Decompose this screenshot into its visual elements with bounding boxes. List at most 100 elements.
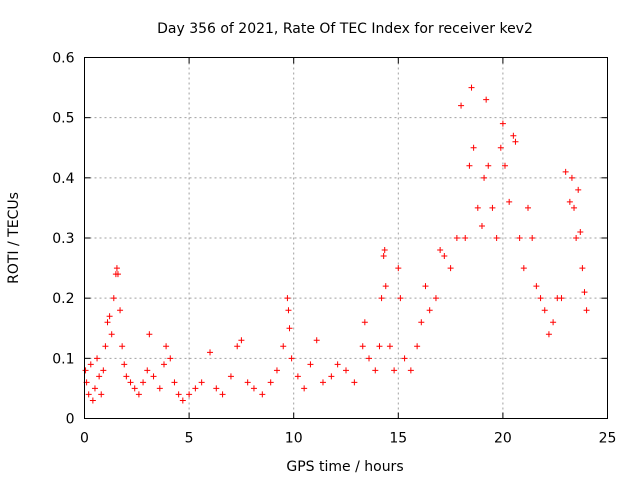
- data-point: [108, 331, 115, 338]
- y-tick-label: 0.3: [52, 231, 74, 247]
- data-point: [458, 102, 465, 109]
- data-point: [213, 385, 220, 392]
- data-point: [301, 385, 308, 392]
- data-points: [82, 84, 590, 404]
- data-point: [286, 325, 293, 332]
- data-point: [160, 361, 167, 368]
- data-point: [418, 319, 425, 326]
- x-tick-label: 10: [285, 431, 303, 447]
- data-point: [89, 397, 96, 404]
- y-tick-label: 0.4: [52, 171, 74, 187]
- data-point: [414, 343, 421, 350]
- data-point: [163, 343, 170, 350]
- data-point: [568, 174, 575, 181]
- data-point: [267, 379, 274, 386]
- data-point: [366, 355, 373, 362]
- data-point: [462, 235, 469, 241]
- data-point: [361, 319, 368, 326]
- data-point: [391, 367, 398, 374]
- data-point: [198, 379, 205, 386]
- data-point: [497, 144, 504, 151]
- y-axis-label: ROTI / TECUs: [6, 192, 22, 284]
- y-tick-label: 0: [66, 412, 75, 428]
- data-point: [319, 379, 326, 386]
- data-point: [343, 367, 349, 374]
- axis-ticks: 0 5 10 15 20 25 0 0.1 0.2 0.3 0.4 0.5 0.6: [52, 51, 616, 447]
- data-point: [397, 295, 404, 302]
- data-point: [529, 235, 536, 241]
- data-point: [94, 355, 101, 362]
- data-point: [512, 138, 519, 145]
- x-tick-label: 5: [185, 431, 194, 447]
- data-point: [144, 367, 151, 374]
- data-point: [123, 373, 130, 380]
- data-point: [313, 337, 320, 344]
- data-point: [121, 361, 128, 368]
- data-point: [401, 355, 408, 362]
- data-point: [516, 235, 523, 241]
- data-point: [579, 265, 586, 272]
- data-point: [207, 349, 214, 356]
- data-point: [481, 174, 488, 181]
- data-point: [510, 132, 517, 139]
- data-point: [525, 204, 532, 211]
- data-point: [294, 373, 301, 380]
- data-point: [506, 198, 513, 205]
- data-point: [140, 379, 147, 386]
- data-point: [284, 295, 291, 302]
- data-point: [441, 253, 448, 260]
- data-point: [550, 319, 557, 326]
- data-point: [104, 319, 111, 326]
- data-point: [478, 222, 485, 229]
- data-point: [98, 391, 105, 398]
- data-point: [100, 367, 107, 374]
- data-point: [545, 331, 552, 338]
- data-point: [280, 343, 287, 350]
- data-point: [117, 307, 124, 314]
- data-point: [186, 391, 193, 398]
- data-point: [307, 361, 314, 368]
- data-point: [334, 361, 341, 368]
- data-point: [234, 343, 241, 350]
- data-point: [288, 355, 295, 362]
- data-point: [167, 355, 174, 362]
- data-point: [447, 265, 454, 272]
- y-tick-label: 0.6: [52, 51, 74, 67]
- data-point: [285, 307, 292, 314]
- data-point: [119, 343, 126, 350]
- data-point: [328, 373, 335, 380]
- data-point: [470, 144, 477, 151]
- data-point: [259, 391, 266, 398]
- data-point: [573, 235, 580, 241]
- y-tick-label: 0.2: [52, 291, 74, 307]
- data-point: [380, 253, 387, 260]
- data-point: [474, 204, 481, 211]
- data-point: [175, 391, 182, 398]
- data-point: [85, 391, 92, 398]
- data-point: [468, 84, 475, 91]
- data-point: [558, 295, 565, 302]
- data-point: [127, 379, 134, 386]
- data-point: [171, 379, 178, 386]
- chart-title: Day 356 of 2021, Rate Of TEC Index for r…: [157, 21, 533, 37]
- data-point: [82, 367, 89, 374]
- data-point: [110, 295, 117, 302]
- data-point: [192, 385, 199, 392]
- data-point: [273, 367, 280, 374]
- x-tick-label: 15: [389, 431, 407, 447]
- data-point: [581, 289, 588, 296]
- data-point: [135, 391, 142, 398]
- data-point: [382, 283, 389, 290]
- x-tick-label: 20: [494, 431, 512, 447]
- data-point: [483, 96, 490, 103]
- data-point: [102, 343, 109, 350]
- data-point: [146, 331, 153, 338]
- data-point: [114, 271, 121, 278]
- data-point: [520, 265, 527, 272]
- data-point: [533, 283, 540, 290]
- data-point: [91, 385, 98, 392]
- data-point: [566, 198, 573, 205]
- data-point: [537, 295, 544, 302]
- data-point: [131, 385, 138, 392]
- data-point: [577, 228, 584, 235]
